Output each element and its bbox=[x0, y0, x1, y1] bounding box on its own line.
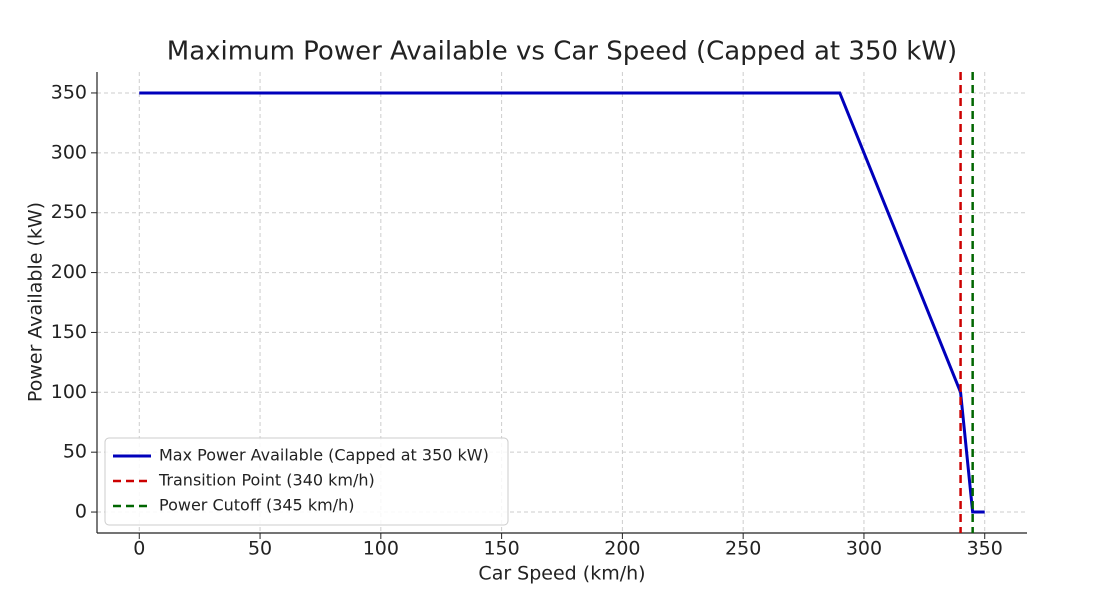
y-tick-label: 200 bbox=[51, 261, 87, 283]
x-tick-label: 300 bbox=[846, 538, 882, 560]
x-tick-label: 0 bbox=[133, 538, 145, 560]
x-tick-label: 50 bbox=[248, 538, 272, 560]
x-tick-label: 100 bbox=[363, 538, 399, 560]
y-tick-label: 150 bbox=[51, 321, 87, 343]
legend-label: Transition Point (340 km/h) bbox=[158, 471, 375, 490]
y-tick-label: 50 bbox=[63, 441, 87, 463]
y-tick-label: 300 bbox=[51, 141, 87, 163]
x-axis-label: Car Speed (km/h) bbox=[478, 563, 645, 585]
x-tick-label: 150 bbox=[483, 538, 519, 560]
legend: Max Power Available (Capped at 350 kW) Tr… bbox=[104, 437, 509, 526]
x-tick-label: 200 bbox=[604, 538, 640, 560]
x-tick-label: 350 bbox=[967, 538, 1003, 560]
x-tick-label: 250 bbox=[725, 538, 761, 560]
y-tick-label: 100 bbox=[51, 381, 87, 403]
legend-label: Power Cutoff (345 km/h) bbox=[159, 496, 354, 515]
legend-label: Max Power Available (Capped at 350 kW) bbox=[159, 446, 489, 465]
y-tick-label: 0 bbox=[75, 501, 87, 523]
chart-title: Maximum Power Available vs Car Speed (Ca… bbox=[167, 37, 957, 67]
y-tick-label: 350 bbox=[51, 81, 87, 103]
y-axis-label: Power Available (kW) bbox=[25, 202, 47, 402]
y-tick-label: 250 bbox=[51, 201, 87, 223]
line bbox=[139, 91, 985, 514]
legend-box bbox=[104, 437, 509, 526]
